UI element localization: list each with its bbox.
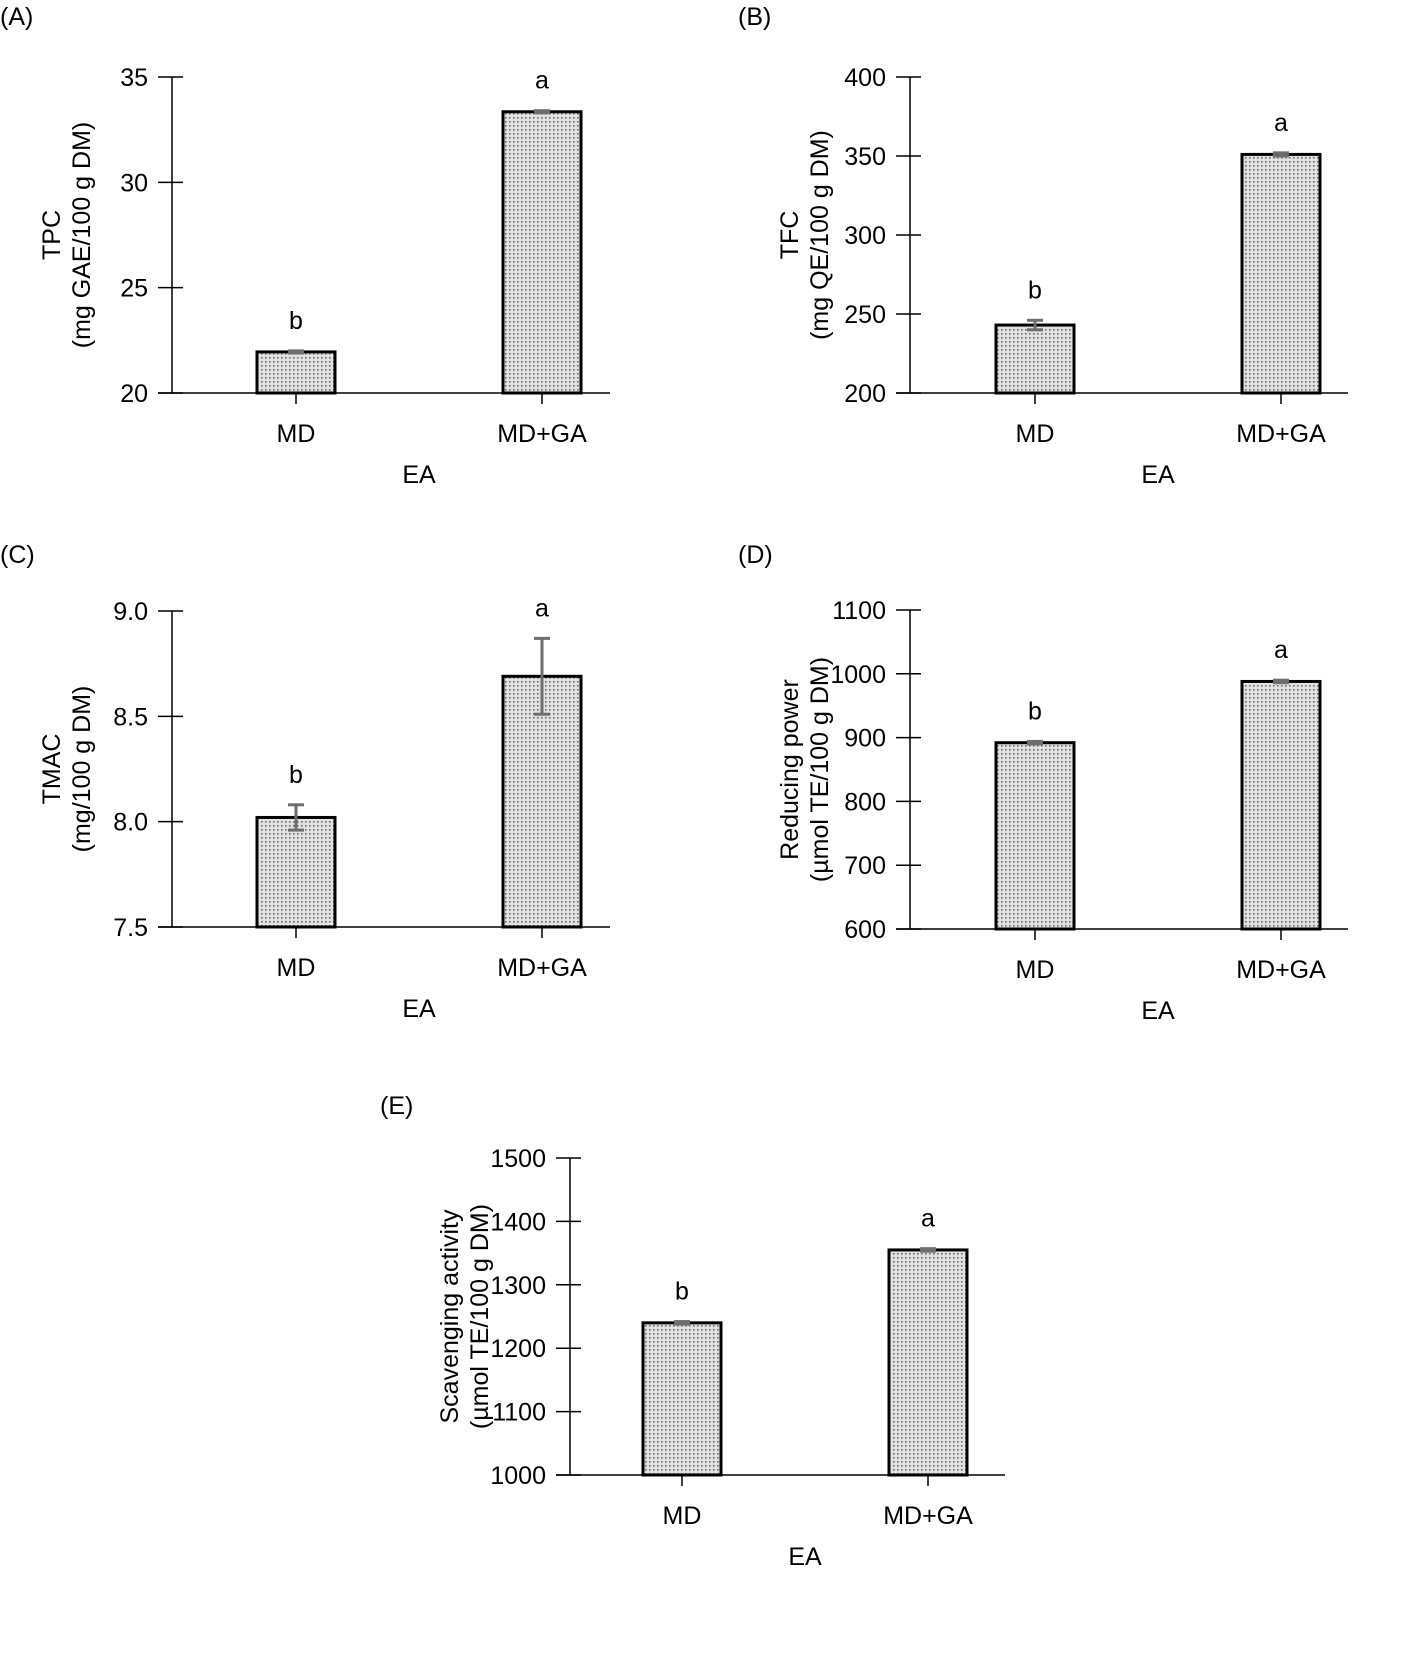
bar-md-ga	[1240, 679, 1322, 931]
y-axis-label: Reducing power(µmol TE/100 g DM)	[776, 657, 834, 882]
x-axis-label: EA	[788, 1543, 822, 1571]
panel-c: (C) 7.5 8.0 8.5 9.0 TMAC(mg/100 g DM) b MD a MD+G…	[0, 541, 610, 1023]
y-axis-label: TPC(mg GAE/100 g DM)	[38, 122, 96, 348]
error-bar	[534, 109, 550, 115]
y-tick-label: 35	[120, 64, 148, 92]
x-tick-label: MD	[277, 420, 316, 448]
y-tick-label: 25	[120, 275, 148, 303]
error-bar	[288, 803, 304, 832]
y-tick-label: 400	[844, 64, 886, 92]
y-axis-label: TMAC(mg/100 g DM)	[38, 686, 96, 853]
y-tick-label: 1100	[832, 597, 886, 625]
y-tick-label: 30	[120, 169, 148, 197]
y-axis-label-line: (mg/100 g DM)	[68, 686, 96, 853]
y-axis-label-line: (µmol TE/100 g DM)	[806, 657, 834, 882]
panel-b: (B) 200 250 300 350 400 TFC(mg QE/100 g DM) b MD…	[738, 3, 1348, 489]
y-tick-label: 8.0	[113, 809, 148, 837]
y-axis-label: TFC(mg QE/100 g DM)	[776, 130, 834, 340]
panel-a: (A) 20 25 30 35 TPC(mg GAE/100 g DM) b MD a MD+GA…	[0, 3, 610, 489]
x-tick-label: MD+GA	[1236, 956, 1326, 984]
bar-md	[994, 323, 1076, 395]
bar-md-ga	[887, 1248, 969, 1477]
panel-label: (B)	[738, 3, 771, 31]
x-tick-label: MD	[663, 1502, 702, 1530]
y-axis-label-line: TPC	[38, 210, 66, 260]
y-tick-label: 1200	[490, 1335, 546, 1363]
significance-letter: a	[921, 1205, 935, 1233]
significance-letter: b	[1028, 276, 1042, 304]
y-tick-label: 1100	[492, 1399, 546, 1427]
y-tick-label: 900	[844, 725, 886, 753]
y-tick-label: 1300	[490, 1272, 546, 1300]
x-tick-label: MD	[1016, 420, 1055, 448]
y-tick-label: 250	[844, 301, 886, 329]
y-tick-label: 8.5	[113, 703, 148, 731]
y-axis-label-line: (mg GAE/100 g DM)	[68, 122, 96, 348]
error-bar	[1027, 318, 1043, 332]
panel-label: (E)	[380, 1092, 413, 1120]
panel-d: (D) 600 700 800 900 1000 1100 Reducing power(µm…	[738, 541, 1348, 1025]
y-tick-label: 300	[844, 222, 886, 250]
y-tick-label: 1400	[490, 1208, 546, 1236]
panel-e: (E) 1000 1100 1200 1300 1400 1500 Scavenging ac…	[380, 1092, 1005, 1571]
bar-md-ga	[501, 110, 583, 395]
x-axis-label: EA	[1141, 997, 1175, 1025]
significance-letter: b	[1028, 697, 1042, 725]
y-axis-label-line: TFC	[776, 211, 804, 260]
y-tick-label: 9.0	[113, 598, 148, 626]
bar-md	[255, 350, 337, 395]
significance-letter: a	[1274, 636, 1288, 664]
x-tick-label: MD+GA	[497, 420, 587, 448]
x-tick-label: MD+GA	[497, 954, 587, 982]
y-tick-label: 700	[844, 852, 886, 880]
significance-letter: b	[289, 307, 303, 335]
error-bar	[920, 1247, 936, 1253]
y-tick-label: 600	[844, 916, 886, 944]
bar-md	[641, 1321, 723, 1477]
y-tick-label: 200	[844, 380, 886, 408]
significance-letter: a	[1274, 109, 1288, 137]
bar-md	[255, 815, 337, 929]
bar-md	[994, 741, 1076, 931]
x-tick-label: MD+GA	[883, 1502, 973, 1530]
y-tick-label: 1000	[490, 1462, 546, 1490]
x-axis-label: EA	[402, 461, 436, 489]
x-axis-label: EA	[1141, 461, 1175, 489]
error-bar	[1273, 151, 1289, 158]
error-bar	[1273, 678, 1289, 685]
y-tick-label: 20	[120, 380, 148, 408]
error-bar	[674, 1320, 690, 1326]
y-axis-label: Scavenging activity(µmol TE/100 g DM)	[436, 1204, 494, 1429]
y-tick-label: 7.5	[113, 914, 148, 942]
panel-label: (C)	[0, 541, 35, 569]
significance-letter: a	[535, 594, 549, 622]
y-tick-label: 350	[844, 143, 886, 171]
y-tick-label: 1500	[490, 1145, 546, 1173]
y-axis-label-line: TMAC	[38, 734, 66, 805]
y-axis-label-line: Scavenging activity	[436, 1209, 464, 1424]
y-axis-label-line: (µmol TE/100 g DM)	[466, 1204, 494, 1429]
y-axis-label-line: (mg QE/100 g DM)	[806, 130, 834, 340]
error-bar	[1027, 739, 1043, 746]
bar-md-ga	[1240, 152, 1322, 395]
panel-label: (D)	[738, 541, 773, 569]
error-bar	[288, 349, 304, 355]
significance-letter: a	[535, 67, 549, 95]
y-axis-label-line: Reducing power	[776, 679, 804, 860]
x-tick-label: MD+GA	[1236, 420, 1326, 448]
x-tick-label: MD	[277, 954, 316, 982]
significance-letter: b	[289, 761, 303, 789]
significance-letter: b	[675, 1278, 689, 1306]
error-bar	[534, 636, 550, 716]
panel-label: (A)	[0, 3, 33, 31]
y-tick-label: 1000	[830, 661, 886, 689]
y-tick-label: 800	[844, 788, 886, 816]
x-tick-label: MD	[1016, 956, 1055, 984]
bar-md-ga	[501, 674, 583, 929]
x-axis-label: EA	[402, 995, 436, 1023]
